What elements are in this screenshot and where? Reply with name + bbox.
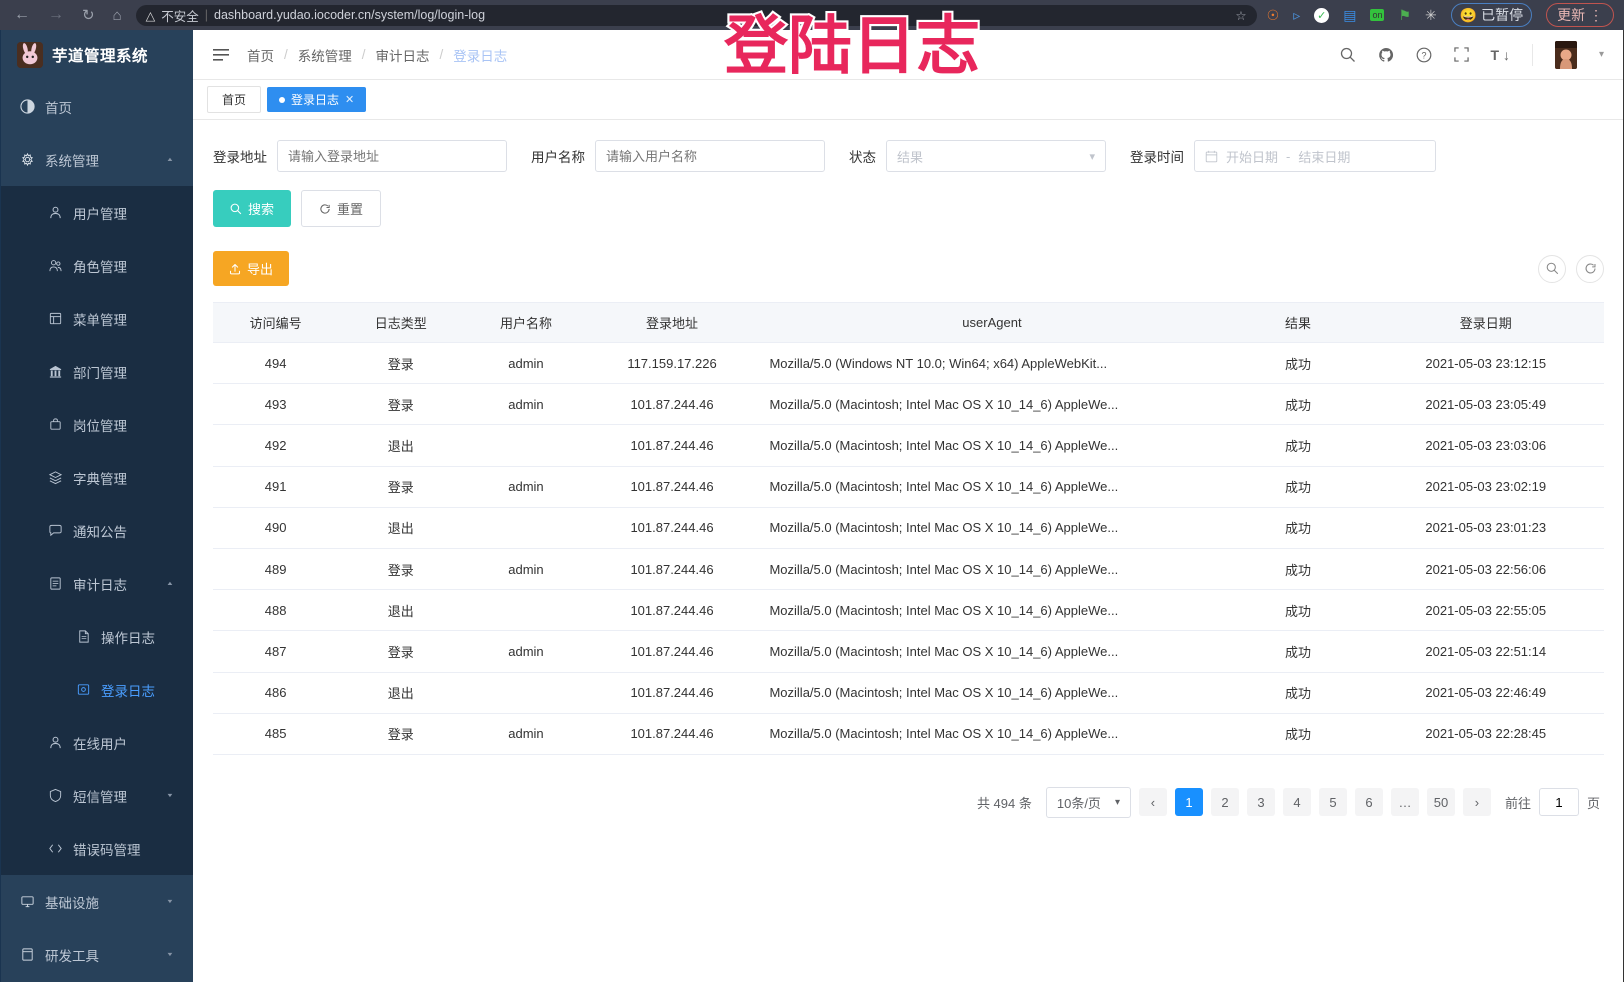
svg-text:?: ?: [1421, 50, 1426, 60]
